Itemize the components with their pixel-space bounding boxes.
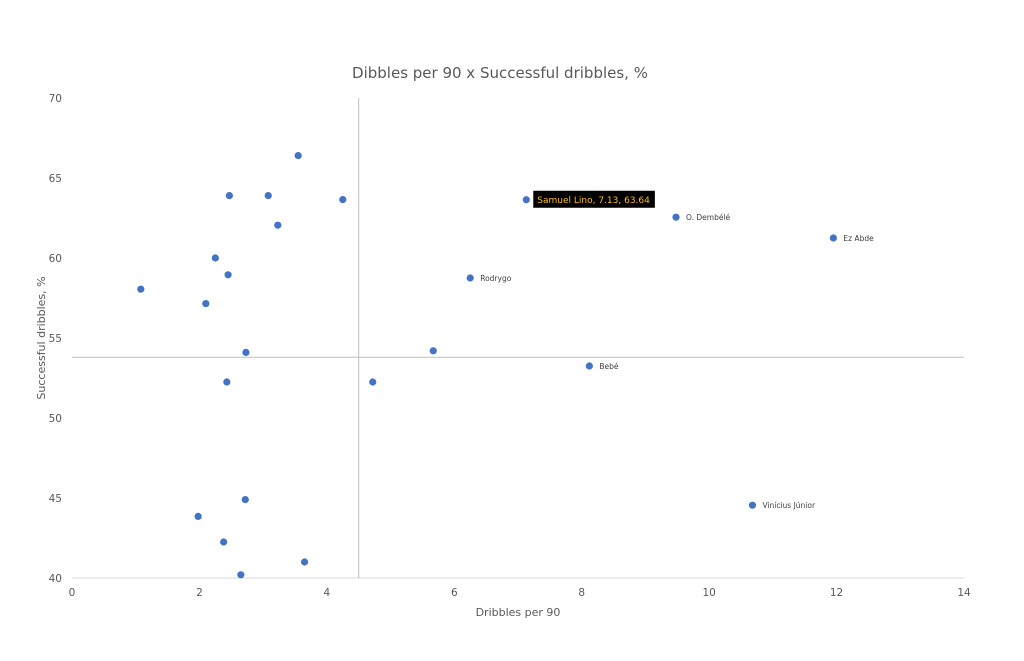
data-point (300, 558, 309, 566)
data-point (748, 501, 757, 509)
data-point (237, 571, 245, 579)
point-labels: Rodrygo O. Dembélé Ez Abde Bebé Vinícius Jún… (480, 213, 874, 510)
data-point (194, 512, 202, 521)
data-points (137, 152, 837, 579)
data-point (466, 274, 474, 282)
x-tick-label: 2 (196, 587, 203, 599)
data-point-label: O. Dembélé (686, 213, 731, 222)
highlight-label-box (533, 190, 655, 208)
x-tick-label: 0 (69, 587, 76, 599)
highlight-callout: Samuel Lino, 7.13, 63.64 (522, 190, 655, 208)
x-tick-label: 4 (324, 587, 331, 599)
data-point (672, 213, 680, 221)
data-point-label: Rodrygo (480, 274, 512, 283)
x-tick-label: 14 (957, 587, 971, 599)
y-tick-label: 55 (49, 333, 62, 345)
highlighted-data-point (522, 196, 530, 204)
data-point (274, 221, 282, 229)
data-point (429, 347, 437, 355)
x-tick-label: 8 (578, 587, 585, 599)
data-point (220, 538, 228, 546)
data-point (242, 348, 250, 356)
data-point-label: Vinícius Júnior (762, 501, 816, 510)
y-axis-ticks: 40 45 50 55 60 65 70 (49, 93, 62, 585)
data-point (211, 254, 219, 262)
data-point (829, 234, 837, 242)
data-point (369, 378, 377, 386)
data-point (585, 362, 593, 370)
y-axis-title: Successful dribbles, % (35, 276, 48, 399)
y-tick-label: 45 (49, 493, 62, 505)
data-point-label: Bebé (599, 362, 619, 371)
y-tick-label: 65 (49, 173, 62, 185)
highlight-label: Samuel Lino, 7.13, 63.64 (537, 196, 650, 206)
data-point-label: Ez Abde (843, 234, 874, 243)
data-point (202, 300, 210, 308)
data-point (294, 152, 302, 160)
y-tick-label: 60 (49, 253, 62, 265)
x-tick-label: 6 (451, 587, 458, 599)
chart-title: Dibbles per 90 x Successful dribbles, % (352, 64, 648, 82)
data-point (224, 271, 232, 279)
y-tick-label: 50 (49, 413, 62, 425)
data-point (264, 192, 272, 200)
x-tick-label: 10 (702, 587, 715, 599)
reference-lines (72, 98, 964, 578)
x-axis-ticks: 0 2 4 6 8 10 12 14 (69, 587, 971, 599)
data-point (137, 285, 145, 293)
data-point (339, 196, 347, 204)
data-point (223, 378, 231, 386)
x-axis-title: Dribbles per 90 (476, 606, 561, 619)
y-tick-label: 40 (49, 573, 62, 585)
y-tick-label: 70 (49, 93, 62, 105)
x-tick-label: 12 (830, 587, 843, 599)
data-point (241, 496, 249, 504)
data-point (225, 192, 233, 200)
